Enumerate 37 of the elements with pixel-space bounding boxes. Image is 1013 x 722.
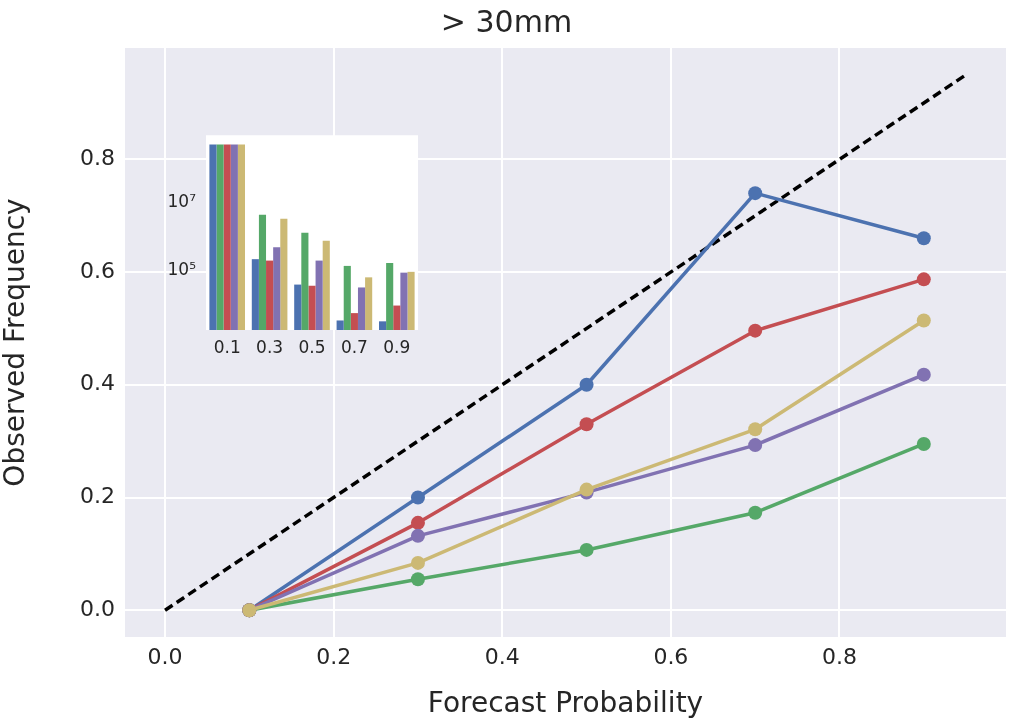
x-tick-label: 0.9 (383, 336, 411, 357)
y-tick-label: 10⁵ (167, 259, 196, 280)
point (410, 555, 425, 570)
chart-title: > 30mm (440, 3, 573, 39)
x-tick-label: 0.2 (316, 643, 352, 669)
point (916, 367, 931, 382)
y-axis-title: Observed Frequency (0, 198, 32, 487)
x-tick-label: 0.8 (822, 643, 857, 669)
point (748, 422, 763, 437)
point (748, 505, 763, 520)
y-tick-label: 0.8 (80, 145, 115, 171)
point (410, 490, 425, 505)
point (748, 323, 763, 338)
point (916, 313, 931, 328)
x-tick-label: 0.6 (653, 643, 689, 669)
point (916, 272, 931, 287)
point (916, 436, 931, 451)
point (410, 528, 425, 543)
x-tick-label: 0.5 (298, 336, 326, 357)
x-tick-label: 0.1 (213, 336, 241, 357)
x-tick-label: 0.7 (340, 336, 368, 357)
point (410, 515, 425, 530)
y-tick-label: 0.6 (80, 257, 115, 283)
x-tick-label: 0.4 (484, 643, 520, 669)
point (916, 231, 931, 246)
point (579, 542, 594, 557)
y-tick-label: 0.0 (80, 595, 115, 621)
x-axis-title: Forecast Probability (427, 686, 704, 720)
point (410, 572, 425, 587)
point (748, 186, 763, 201)
y-tick-label: 0.2 (80, 483, 115, 509)
point (579, 417, 594, 432)
point (748, 438, 763, 453)
x-tick-label: 0.3 (256, 336, 284, 357)
y-tick-label: 10⁷ (167, 190, 197, 211)
y-tick-label: 0.4 (80, 370, 115, 396)
point (579, 377, 594, 392)
